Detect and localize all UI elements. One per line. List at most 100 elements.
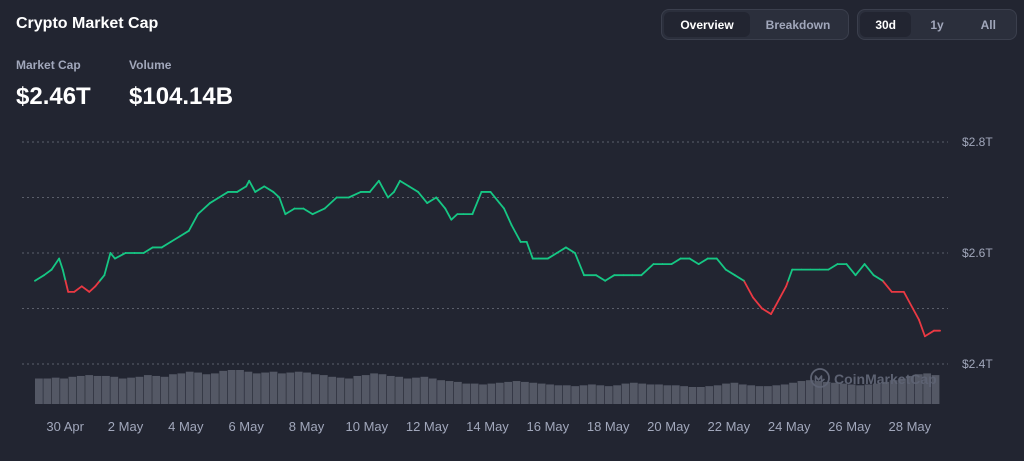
range-30d-button[interactable]: 30d bbox=[860, 12, 912, 37]
volume-bar bbox=[772, 385, 781, 404]
data-point bbox=[462, 213, 465, 215]
volume-bar bbox=[906, 375, 915, 404]
volume-bar bbox=[68, 376, 77, 404]
line-segment bbox=[272, 191, 281, 199]
x-tick-label: 30 Apr bbox=[46, 419, 84, 434]
volume-bar bbox=[85, 375, 94, 404]
line-segment bbox=[779, 285, 788, 299]
line-segment bbox=[103, 252, 112, 277]
line-segment bbox=[248, 179, 257, 193]
volume-bar bbox=[562, 385, 571, 404]
range-all-button[interactable]: All bbox=[980, 17, 996, 32]
volume-bar bbox=[713, 385, 722, 404]
line-segment bbox=[323, 196, 338, 210]
line-segment bbox=[209, 196, 220, 204]
volume-bar bbox=[252, 373, 261, 404]
data-point bbox=[263, 185, 266, 188]
data-point bbox=[151, 246, 154, 249]
data-point bbox=[34, 279, 36, 282]
data-point bbox=[622, 274, 625, 277]
x-tick-label: 26 May bbox=[828, 419, 871, 434]
line-segment bbox=[393, 179, 401, 193]
range-1y-button[interactable]: 1y bbox=[930, 17, 944, 32]
volume-bar bbox=[571, 386, 580, 404]
line-segment bbox=[236, 185, 248, 193]
line-segment bbox=[724, 268, 736, 277]
volume-bar bbox=[420, 376, 429, 404]
data-point bbox=[142, 252, 145, 254]
volume-bar bbox=[303, 372, 311, 404]
volume-bar bbox=[294, 371, 303, 404]
market-cap-line bbox=[34, 179, 941, 338]
volume-bar bbox=[822, 381, 831, 404]
line-segment bbox=[73, 285, 83, 293]
line-segment bbox=[64, 279, 70, 293]
data-point bbox=[939, 329, 941, 332]
line-segment bbox=[752, 296, 763, 310]
data-point bbox=[114, 257, 116, 260]
volume-bar bbox=[336, 377, 345, 404]
x-tick-label: 14 May bbox=[466, 419, 509, 434]
view-toggle: Overview Breakdown bbox=[661, 9, 849, 40]
chart-grid bbox=[22, 141, 948, 365]
line-segment bbox=[670, 257, 682, 266]
volume-bar bbox=[462, 383, 471, 404]
volume-bar bbox=[604, 386, 613, 404]
data-point bbox=[284, 213, 287, 215]
line-segment bbox=[34, 274, 45, 282]
volume-value: $104.14B bbox=[129, 83, 234, 110]
data-point bbox=[489, 191, 492, 193]
y-axis: $2.8T $2.6T $2.4T bbox=[962, 135, 993, 371]
volume-bar bbox=[579, 385, 588, 404]
data-point bbox=[661, 263, 664, 265]
data-point bbox=[903, 291, 905, 293]
data-point bbox=[743, 279, 745, 282]
volume-bar bbox=[814, 381, 823, 404]
volume-bar bbox=[914, 374, 923, 404]
data-point bbox=[863, 263, 866, 265]
x-tick-label: 2 May bbox=[108, 419, 144, 434]
volume-bar bbox=[60, 378, 68, 404]
data-point bbox=[311, 213, 314, 215]
data-point bbox=[169, 241, 172, 243]
data-point bbox=[556, 252, 558, 254]
line-segment bbox=[408, 185, 420, 193]
x-tick-label: 22 May bbox=[708, 419, 751, 434]
volume-bar bbox=[663, 385, 672, 404]
volume-bar bbox=[428, 378, 437, 404]
line-segment bbox=[872, 274, 884, 282]
tab-overview[interactable]: Overview bbox=[664, 12, 750, 37]
volume-bar bbox=[177, 373, 186, 404]
tab-breakdown[interactable]: Breakdown bbox=[765, 17, 831, 32]
volume-bar bbox=[403, 378, 412, 404]
line-segment bbox=[902, 290, 914, 310]
volume-bar bbox=[898, 378, 906, 404]
data-point bbox=[498, 202, 501, 204]
volume-bar bbox=[278, 373, 286, 404]
data-point bbox=[387, 196, 389, 199]
volume-bar bbox=[202, 374, 211, 404]
y-tick-label: $2.8T bbox=[962, 135, 993, 149]
volume-bar bbox=[378, 374, 387, 404]
volume-bar bbox=[839, 383, 848, 404]
volume-bar bbox=[730, 382, 739, 404]
line-segment bbox=[377, 179, 389, 199]
line-segment bbox=[924, 329, 935, 338]
watermark-text: CoinMarketCap bbox=[834, 371, 937, 387]
volume-bar bbox=[755, 386, 764, 404]
line-segment bbox=[450, 213, 459, 221]
line-segment bbox=[715, 257, 727, 271]
data-point bbox=[218, 196, 220, 199]
volume-bar bbox=[780, 384, 789, 404]
data-point bbox=[827, 268, 830, 271]
data-point bbox=[918, 318, 920, 321]
data-point bbox=[272, 191, 275, 193]
volume-bar bbox=[169, 374, 177, 404]
volume-bar bbox=[261, 372, 270, 404]
data-point bbox=[912, 307, 914, 310]
line-segment bbox=[881, 279, 893, 293]
line-segment bbox=[263, 185, 275, 193]
data-point bbox=[245, 185, 247, 188]
line-segment bbox=[114, 252, 127, 260]
